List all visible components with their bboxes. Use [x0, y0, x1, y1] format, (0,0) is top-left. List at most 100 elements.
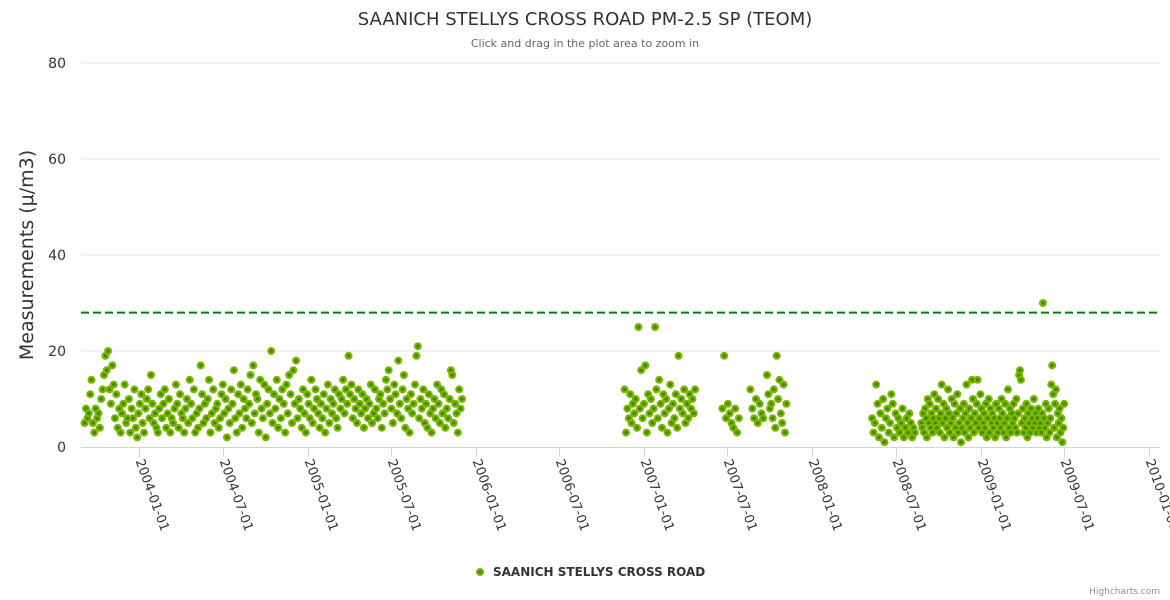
- data-point-center: [373, 387, 377, 392]
- data-point-center: [966, 435, 971, 440]
- data-point-center: [257, 430, 261, 435]
- data-point-center: [369, 382, 373, 387]
- data-point-center: [727, 411, 732, 416]
- data-point-center: [337, 392, 341, 397]
- data-point-center: [406, 406, 410, 411]
- y-tick-label: 40: [48, 248, 66, 264]
- data-point-center: [731, 426, 736, 430]
- data-point-center: [269, 349, 274, 353]
- data-point-center: [302, 411, 307, 416]
- data-point-center: [668, 382, 673, 387]
- data-point-center: [294, 358, 298, 363]
- data-point-center: [893, 411, 898, 416]
- data-point-center: [165, 411, 170, 416]
- data-point-center: [120, 411, 124, 416]
- data-point-center: [198, 363, 203, 368]
- data-point-center: [197, 406, 202, 411]
- data-point-center: [1019, 378, 1023, 382]
- data-point-center: [355, 421, 359, 425]
- data-point-center: [196, 426, 200, 430]
- data-point-center: [382, 411, 387, 416]
- data-point-center: [146, 387, 150, 392]
- data-point-center: [891, 402, 895, 406]
- data-point-center: [297, 397, 301, 401]
- data-point-center: [933, 421, 937, 425]
- data-point-center: [888, 421, 892, 425]
- data-point-center: [304, 430, 308, 435]
- data-point-center: [651, 406, 656, 411]
- x-tick-label: 2007-01-01: [637, 457, 677, 533]
- data-point-center: [447, 397, 452, 401]
- data-point-center: [690, 397, 695, 401]
- data-point-center: [976, 426, 981, 430]
- x-tick-label: 2010-01-01: [1142, 457, 1170, 533]
- data-point-center: [679, 397, 684, 401]
- data-point-center: [781, 382, 786, 387]
- data-point-center: [136, 411, 141, 416]
- data-point-center: [450, 373, 455, 377]
- data-points[interactable]: [80, 299, 1069, 447]
- data-point-center: [1036, 406, 1041, 411]
- data-point-center: [93, 406, 98, 411]
- data-point-center: [635, 426, 639, 430]
- data-point-center: [156, 430, 160, 435]
- data-point-center: [92, 430, 97, 435]
- data-point-center: [687, 392, 692, 397]
- data-point-center: [306, 402, 311, 406]
- y-tick-label: 0: [57, 440, 66, 456]
- data-point-center: [317, 426, 322, 430]
- data-point-center: [943, 416, 948, 421]
- data-point-center: [941, 402, 946, 406]
- data-point-center: [1016, 411, 1020, 416]
- data-point-center: [429, 430, 434, 435]
- data-point-center: [134, 426, 138, 430]
- data-point-center: [653, 325, 657, 329]
- data-point-center: [954, 411, 959, 416]
- data-point-center: [234, 430, 239, 435]
- data-point-center: [100, 387, 105, 392]
- data-point-center: [967, 406, 972, 411]
- credits-link[interactable]: Highcharts.com: [1089, 587, 1160, 597]
- data-point-center: [103, 354, 108, 358]
- legend[interactable]: SAANICH STELLYS CROSS ROAD: [476, 565, 705, 579]
- data-point-center: [981, 421, 985, 425]
- data-point-center: [882, 440, 887, 445]
- data-point-center: [201, 421, 206, 425]
- data-point-center: [438, 421, 442, 425]
- data-point-center: [957, 421, 961, 425]
- data-point-center: [952, 402, 957, 406]
- data-point-center: [1010, 421, 1015, 425]
- data-point-center: [924, 416, 928, 421]
- data-point-center: [331, 402, 336, 406]
- data-point-center: [1009, 430, 1013, 435]
- data-point-center: [89, 378, 94, 382]
- data-point-center: [1056, 411, 1060, 416]
- data-point-center: [968, 426, 972, 430]
- data-point-center: [366, 416, 370, 421]
- data-point-center: [286, 411, 290, 416]
- y-tick-label: 60: [48, 152, 66, 168]
- legend-item[interactable]: SAANICH STELLYS CROSS ROAD: [493, 565, 705, 579]
- data-point-center: [984, 402, 988, 406]
- data-point-center: [298, 406, 303, 411]
- data-point-center: [765, 373, 769, 377]
- data-point-center: [772, 387, 776, 392]
- data-point-center: [1053, 402, 1057, 406]
- data-point-center: [362, 426, 366, 430]
- data-point-center: [910, 435, 914, 440]
- data-point-center: [252, 411, 257, 416]
- data-point-center: [229, 387, 233, 392]
- data-point-center: [333, 387, 337, 392]
- data-point-center: [678, 406, 682, 411]
- data-point-center: [642, 402, 646, 406]
- data-point-center: [953, 426, 958, 430]
- data-point-center: [442, 392, 446, 397]
- data-point-center: [255, 397, 260, 401]
- data-point-center: [1042, 416, 1046, 421]
- data-point-center: [1021, 430, 1026, 435]
- data-point-center: [439, 387, 444, 392]
- data-point-center: [892, 435, 896, 440]
- data-point-center: [1001, 430, 1006, 435]
- data-point-center: [927, 402, 932, 406]
